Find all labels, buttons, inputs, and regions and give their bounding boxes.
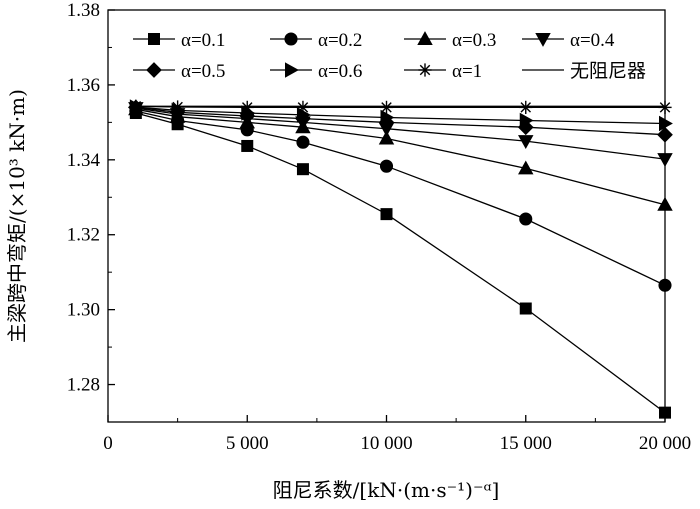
- data-point: [659, 406, 671, 419]
- y-tick-label: 1.34: [67, 150, 101, 171]
- series-line: [135, 107, 666, 160]
- data-point: [296, 135, 310, 149]
- data-point: [519, 212, 533, 226]
- legend-marker: [417, 31, 433, 45]
- legend-marker: [146, 62, 162, 78]
- data-point: [658, 100, 672, 114]
- data-point: [378, 130, 395, 145]
- y-tick-label: 1.36: [67, 75, 100, 96]
- y-tick-label: 1.30: [67, 300, 100, 321]
- data-point: [518, 160, 534, 175]
- data-point: [379, 100, 394, 114]
- x-tick-label: 0: [103, 433, 113, 454]
- data-point: [518, 135, 534, 149]
- data-point: [171, 100, 185, 114]
- y-tick-label: 1.28: [67, 375, 100, 396]
- x-tick-label: 20 000: [639, 433, 691, 454]
- data-point: [240, 100, 254, 114]
- legend-item: α=0.1: [133, 30, 225, 51]
- series-line: [135, 112, 666, 414]
- data-point: [519, 112, 534, 129]
- y-tick-label: 1.32: [67, 225, 100, 246]
- legend-label: α=0.2: [318, 30, 362, 51]
- legend-label: α=0.3: [452, 30, 496, 51]
- x-tick-label: 15 000: [500, 433, 552, 454]
- legend-label: α=0.1: [181, 30, 225, 51]
- data-point: [657, 126, 673, 143]
- data-point: [519, 100, 533, 114]
- series-line: [135, 108, 666, 206]
- legend-item: α=0.3: [404, 30, 496, 51]
- series-line: [135, 110, 666, 286]
- legend: α=0.1 α=0.2 α=0.3 α=0.4 α=0.5 α=0.6 α=1 无阻尼器: [133, 30, 646, 82]
- legend-marker: [148, 33, 160, 45]
- legend-label: α=0.4: [570, 30, 615, 51]
- data-point: [519, 302, 532, 315]
- y-axis-title: 主梁跨中弯矩/(×10³ kN·m): [5, 89, 29, 343]
- data-point: [659, 115, 673, 132]
- series-layer: [127, 99, 673, 419]
- legend-label: α=0.5: [181, 61, 225, 82]
- legend-label: α=1: [452, 61, 482, 82]
- data-point: [657, 153, 673, 167]
- x-tick-label: 5 000: [226, 433, 269, 454]
- legend-item: α=1: [404, 61, 482, 82]
- y-tick-label: 1.38: [67, 0, 100, 21]
- y-axis: 1.28 1.30 1.32 1.34 1.36 1.38: [67, 0, 115, 423]
- data-point: [658, 278, 672, 292]
- legend-item: α=0.2: [270, 30, 362, 51]
- legend-item: α=0.6: [270, 61, 362, 82]
- data-point: [241, 139, 254, 152]
- legend-label: α=0.6: [318, 61, 362, 82]
- legend-marker: [418, 63, 432, 77]
- legend-label: 无阻尼器: [570, 60, 646, 82]
- data-point: [657, 196, 673, 211]
- x-tick-label: 10 000: [360, 433, 412, 454]
- data-point: [380, 109, 395, 126]
- data-point: [296, 163, 309, 176]
- legend-item: α=0.5: [133, 61, 225, 82]
- x-axis-title: 阻尼系数/[kN·(m·s⁻¹)⁻ᵅ]: [273, 478, 500, 502]
- data-point: [296, 100, 310, 114]
- legend-marker: [285, 62, 299, 78]
- data-point: [380, 208, 393, 221]
- legend-item: 无阻尼器: [522, 60, 646, 82]
- legend-marker: [284, 32, 298, 46]
- legend-marker: [535, 33, 551, 47]
- x-axis: 0 5 000 10 000 15 000 20 000: [103, 415, 691, 454]
- data-point: [379, 159, 394, 173]
- series-line: [135, 106, 666, 125]
- legend-item: α=0.4: [522, 30, 615, 51]
